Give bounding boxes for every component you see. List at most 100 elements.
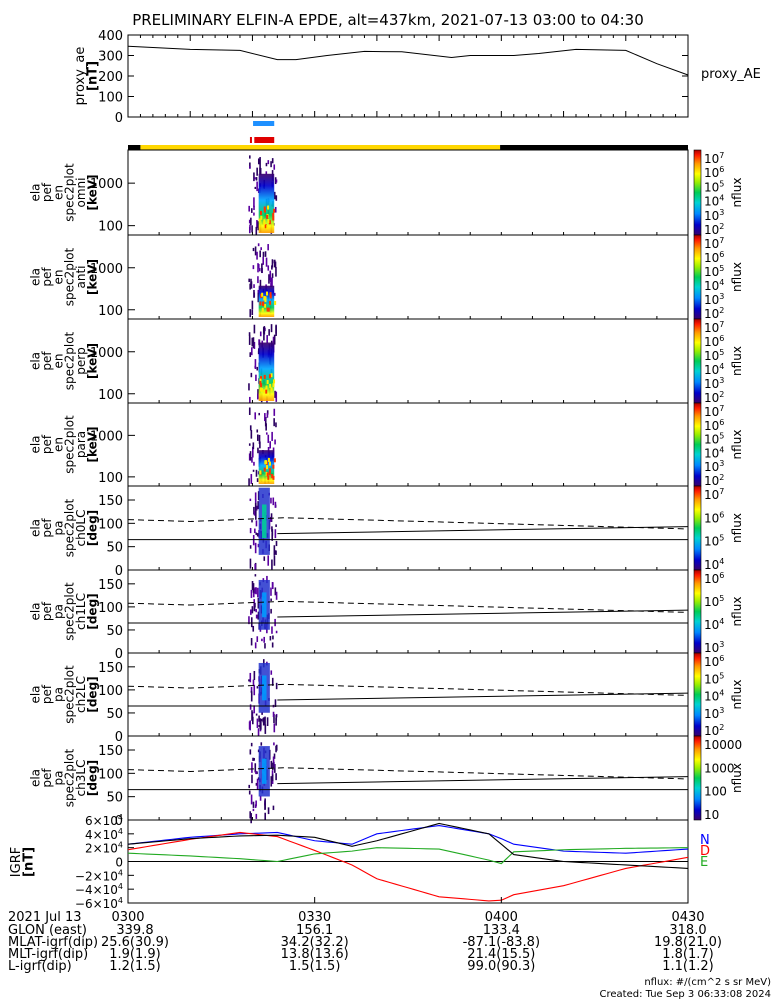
- noise-streak: [257, 263, 259, 273]
- energy-ytick-label: 1000: [90, 177, 123, 192]
- noise-streak: [263, 326, 266, 335]
- pitch-ytick-label: 150: [98, 744, 123, 759]
- noise-streak: [249, 155, 251, 159]
- noise-streak: [266, 412, 269, 418]
- pitch-ytick-label: 50: [106, 707, 123, 722]
- noise-streak: [264, 643, 266, 649]
- noise-streak: [258, 268, 261, 272]
- loss-cone-line-2: [277, 526, 689, 535]
- spectrogram-ylabel-line: perp: [74, 347, 88, 375]
- time-row-label: 2021 Jul 13: [8, 910, 82, 925]
- grf-ylabel-line: [nT]: [22, 847, 37, 877]
- colorbar: [693, 485, 702, 571]
- energy-ytick-label: 100: [98, 220, 123, 235]
- spectrogram-ylabel-line: [deg]: [86, 593, 100, 629]
- noise-streak: [273, 555, 276, 566]
- noise-streak: [256, 533, 259, 537]
- noise-streak: [255, 469, 258, 477]
- noise-streak: [251, 300, 254, 310]
- ephemeris-value: 339.8: [116, 923, 153, 938]
- noise-streak: [256, 366, 259, 371]
- noise-streak: [275, 550, 277, 555]
- igrf-panel: 6×1044×1042×1040−2×104−4×104−6×104NDEIGR…: [9, 813, 710, 911]
- noise-streak: [275, 718, 277, 726]
- energy-flux-blob: [258, 173, 275, 233]
- noise-streak: [259, 728, 262, 732]
- spectrogram-ylabel-line: spec2plot: [63, 498, 77, 557]
- pitch-ytick-label: 50: [106, 541, 123, 556]
- spectrogram-frame: [127, 234, 689, 320]
- grf-legend-D: D: [700, 844, 710, 859]
- energy-hot-pixel: [274, 300, 277, 305]
- ephemeris-value: 21.4(15.5): [467, 947, 535, 962]
- energy-hot-pixel: [269, 292, 272, 297]
- spectrogram-ylabel-line: ela: [29, 268, 43, 286]
- spectrogram-ylabel-line: en: [51, 354, 65, 369]
- noise-streak: [270, 497, 272, 504]
- noise-streak: [258, 339, 260, 346]
- pitch-flux-core: [262, 592, 267, 618]
- colorbar-tick-label: 103: [704, 376, 724, 391]
- noise-streak: [275, 630, 278, 634]
- colorbar-tick-label: 104: [704, 689, 724, 704]
- colorbar: [693, 149, 702, 236]
- spectrogram-ylabel-line: [deg]: [86, 676, 100, 712]
- noise-streak: [253, 684, 256, 696]
- spectrogram-ylabel-line: ch0LC: [74, 510, 88, 547]
- energy-hot-pixel: [264, 224, 267, 229]
- spectrogram-ylabel-line: pef: [40, 601, 54, 621]
- colorbar-tick-label: 104: [704, 557, 724, 572]
- spectrogram-panel: 1000100elapefenspec2plotperp[keV]1071061…: [29, 318, 744, 405]
- state-bar-red: [254, 137, 275, 143]
- noise-streak: [271, 158, 274, 164]
- colorbar-label: nflux: [730, 763, 744, 793]
- noise-streak: [256, 181, 258, 192]
- energy-hot-pixel: [270, 373, 273, 378]
- energy-hot-pixel: [266, 224, 269, 229]
- noise-streak: [265, 432, 268, 435]
- noise-streak: [257, 393, 259, 400]
- time-tick-label: 0330: [298, 910, 331, 925]
- pitch-ytick-label: 0: [115, 814, 123, 829]
- noise-streak: [248, 335, 251, 345]
- grf-ylabel-line: IGRF: [9, 847, 24, 877]
- spectrogram-ylabel-line: ela: [29, 435, 43, 453]
- pitch-ytick-label: 50: [106, 791, 123, 806]
- state-bar-yellow: [140, 145, 501, 151]
- noise-streak: [248, 784, 251, 789]
- noise-streak: [275, 714, 278, 721]
- spectrogram-ylabel-line: [keV]: [86, 343, 100, 379]
- ae-ytick-label: 300: [98, 50, 123, 65]
- noise-streak: [258, 434, 261, 444]
- colorbar-tick-label: 105: [704, 534, 724, 549]
- ephemeris-value: 19.8(21.0): [654, 935, 722, 950]
- noise-streak: [273, 742, 275, 746]
- noise-streak: [259, 331, 262, 337]
- spectrogram-ylabel-line: pef: [40, 768, 54, 788]
- pitch-ytick-label: 100: [98, 601, 123, 616]
- noise-streak: [253, 757, 255, 761]
- time-ephemeris-axis: 2021 Jul 13 0300 0330 0400 0430 GLON (east) 33…: [8, 897, 771, 1000]
- noise-streak: [271, 529, 274, 536]
- noise-streak: [272, 336, 275, 343]
- ephemeris-value: 99.0(90.3): [467, 959, 535, 974]
- noise-streak: [251, 606, 254, 614]
- colorbar-label: nflux: [730, 346, 744, 376]
- noise-streak: [259, 157, 261, 168]
- noise-streak: [267, 434, 270, 443]
- noise-streak: [262, 256, 265, 265]
- noise-streak: [248, 332, 251, 336]
- noise-streak: [256, 771, 258, 775]
- noise-streak: [267, 555, 270, 566]
- ae-ytick-label: 100: [98, 91, 123, 106]
- spectrogram-ylabel-line: ela: [29, 519, 43, 537]
- noise-streak: [250, 742, 253, 747]
- colorbar-tick-label: 107: [704, 151, 724, 166]
- noise-streak: [255, 509, 257, 520]
- noise-streak: [257, 597, 260, 609]
